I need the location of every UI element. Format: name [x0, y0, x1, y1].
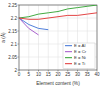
series-line: [19, 5, 97, 18]
y-axis-label: a (Å): [0, 32, 6, 43]
legend-swatch: [65, 45, 72, 46]
tick-label: 10: [36, 72, 42, 77]
tick-label: 2.2: [11, 16, 18, 21]
legend-swatch: [65, 57, 72, 58]
tick-label: 25: [65, 72, 71, 77]
legend-label: E = Al: [74, 43, 85, 48]
tick-label: 35: [85, 72, 91, 77]
tick-label: 0: [18, 72, 21, 77]
tick-label: 2.25: [8, 3, 17, 8]
legend-swatch: [65, 63, 72, 64]
legend: E = AlE = CrE = NiE = Ti: [63, 43, 95, 69]
grid-line: [28, 5, 29, 70]
grid-line: [48, 5, 49, 70]
legend-swatch: [65, 51, 72, 52]
tick-label: 2.15: [8, 29, 17, 34]
plot-frame: [19, 5, 97, 70]
series-line: [19, 18, 48, 30]
tick-label: 2.05: [8, 55, 17, 60]
tick-label: 15: [46, 72, 52, 77]
series-line: [19, 13, 97, 19]
tick-label: 40: [94, 72, 100, 77]
grid-line: [38, 5, 39, 70]
plot-lines: [19, 5, 97, 35]
legend-label: E = Ti: [74, 61, 85, 66]
legend-label: E = Cr: [74, 49, 87, 54]
tick-label: 5: [27, 72, 30, 77]
grid-line: [58, 5, 59, 70]
tick-label: 30: [75, 72, 81, 77]
legend-label: E = Ni: [74, 55, 86, 60]
x-axis-label: Element content (%): [36, 81, 80, 86]
chart: 22.052.12.152.22.250510152025303540Eleme…: [0, 0, 100, 86]
tick-label: 2.1: [11, 42, 18, 47]
tick-label: 20: [55, 72, 61, 77]
series-line: [19, 18, 39, 35]
legend-box: [63, 43, 95, 69]
